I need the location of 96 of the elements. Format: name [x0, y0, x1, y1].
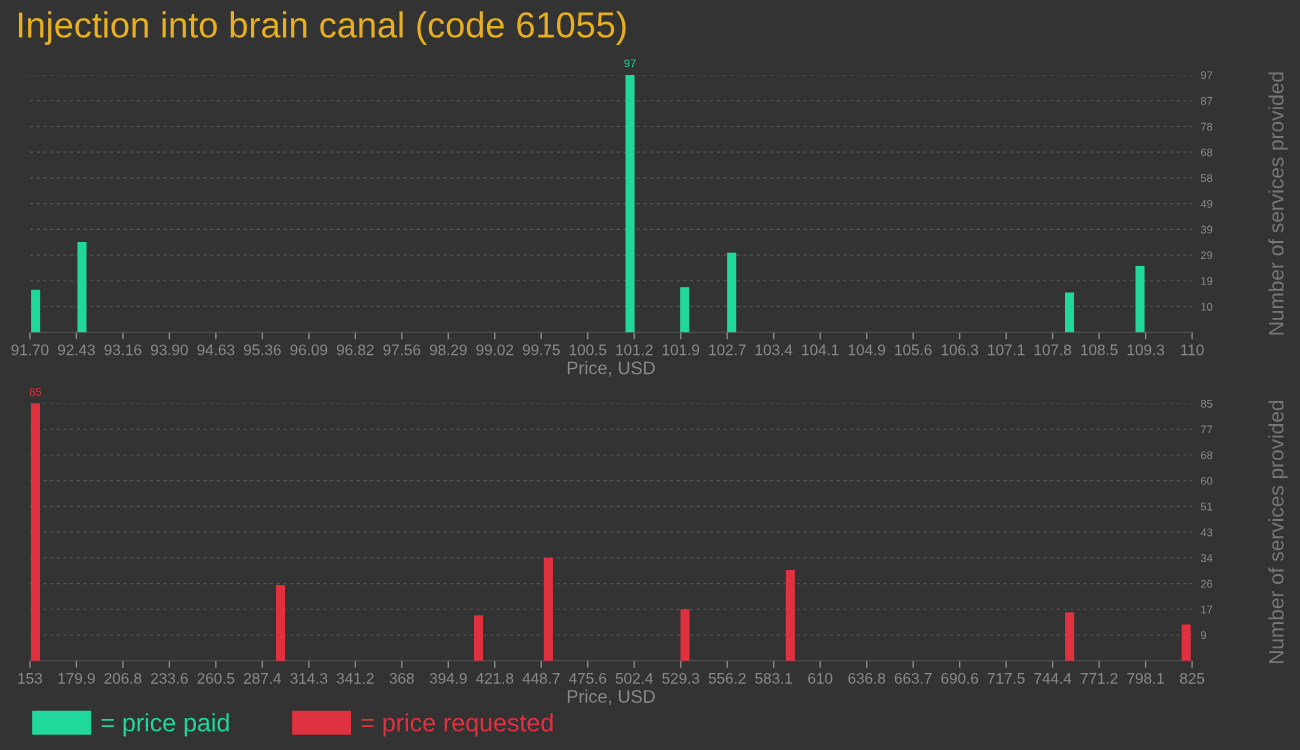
y-tick-label: 17: [1201, 605, 1213, 614]
x-tick-label: 102.7: [709, 344, 746, 356]
x-tick-label: 105.6: [895, 344, 932, 356]
y-tick-label: 51: [1200, 502, 1213, 511]
bar: [680, 287, 690, 333]
x-tick-label: 99.75: [522, 344, 560, 356]
x-tick-label: 95.36: [243, 344, 281, 356]
bar: [77, 242, 87, 333]
y-tick-label: 34: [1200, 554, 1213, 562]
y-tick-label: 97: [1200, 71, 1213, 80]
x-tick-label: 341.2: [336, 672, 374, 684]
x-tick-label: 475.6: [568, 672, 607, 684]
x-tick-label: 206.8: [104, 672, 142, 684]
x-tick-label: 94.63: [197, 344, 235, 356]
bar: [473, 615, 484, 661]
y-tick-label: 49: [1200, 199, 1213, 208]
x-tick-label: 101.2: [616, 344, 653, 356]
x-tick-label: 394.9: [429, 672, 467, 684]
bar: [30, 403, 40, 661]
bar: [275, 585, 286, 661]
x-tick-label: 109.3: [1127, 344, 1165, 356]
x-tick-label: 153: [18, 672, 42, 684]
x-tick-label: 798.1: [1127, 672, 1164, 684]
chart-title: Injection into brain canal (code 61055): [18, 11, 626, 45]
bar: [727, 252, 737, 333]
x-tick-label: 96.09: [290, 344, 328, 356]
y-tick-label: 26: [1200, 579, 1213, 588]
y-tick-label: 43: [1200, 528, 1213, 537]
x-tick-label: 717.5: [987, 673, 1025, 684]
x-tick-label: 99.02: [476, 344, 514, 356]
x-tick-label: 663.7: [894, 672, 932, 684]
data-label: 97: [624, 59, 636, 68]
bar: [1065, 612, 1075, 661]
y-tick-label: 78: [1201, 122, 1213, 131]
x-tick-label: 368: [389, 672, 414, 684]
bar: [543, 557, 553, 661]
x-tick-label: 529.3: [662, 672, 700, 684]
x-tick-label: 107.8: [1034, 344, 1072, 356]
x-tick-label: 91.70: [11, 344, 49, 356]
x-tick-label: 93.90: [150, 344, 188, 356]
x-tick-label: 502.4: [615, 672, 653, 684]
x-tick-label: 103.4: [755, 344, 793, 356]
y-tick-label: 87: [1200, 96, 1213, 105]
bar: [31, 289, 41, 333]
x-tick-label: 104.1: [802, 344, 839, 356]
legend-label: = price requested: [361, 713, 553, 737]
x-tick-label: 556.2: [708, 672, 746, 684]
y-tick-label: 39: [1200, 225, 1213, 234]
y-tick-label: 77: [1201, 425, 1213, 434]
x-tick-label: 771.2: [1080, 672, 1118, 684]
x-tick-label: 260.5: [197, 672, 235, 684]
x-tick-label: 448.7: [522, 672, 560, 684]
bar: [785, 569, 795, 661]
x-tick-label: 636.8: [848, 672, 886, 684]
bar: [1181, 624, 1191, 661]
x-tick-label: 106.3: [941, 344, 979, 356]
x-tick-label: 98.29: [429, 344, 467, 356]
x-tick-label: 101.9: [662, 344, 700, 356]
x-tick-label: 100.5: [569, 344, 607, 356]
x-tick-label: 690.6: [941, 672, 979, 684]
x-tick-label: 107.1: [988, 344, 1025, 356]
y-tick-label: 19: [1201, 277, 1213, 285]
y-tick-label: 10: [1201, 302, 1213, 311]
bar: [680, 609, 690, 661]
legend-label: = price paid: [101, 713, 229, 737]
x-tick-label: 825: [1180, 672, 1205, 684]
y-axis-title: Number of services provided: [1268, 72, 1288, 335]
bar: [1135, 265, 1145, 333]
x-tick-label: 104.9: [848, 344, 886, 356]
x-tick-label: 610: [808, 672, 833, 684]
x-axis-title: Price, USD: [567, 689, 655, 705]
x-tick-label: 233.6: [151, 672, 188, 684]
y-tick-label: 68: [1201, 451, 1213, 460]
y-tick-label: 9: [1200, 631, 1207, 640]
x-tick-label: 287.4: [243, 672, 282, 684]
y-tick-label: 29: [1200, 251, 1213, 260]
x-axis-title: Price, USD: [567, 361, 655, 377]
y-tick-label: 60: [1201, 476, 1213, 485]
y-axis-title: Number of services provided: [1268, 400, 1288, 663]
x-tick-label: 110: [1181, 344, 1204, 356]
x-tick-label: 96.82: [336, 344, 374, 356]
y-tick-label: 68: [1201, 148, 1213, 157]
x-tick-label: 97.56: [383, 344, 421, 356]
x-tick-label: 92.43: [57, 344, 95, 356]
y-tick-label: 58: [1200, 174, 1213, 183]
bar: [625, 75, 635, 333]
y-tick-label: 85: [1200, 399, 1213, 408]
x-tick-label: 179.9: [58, 672, 95, 684]
x-tick-label: 93.16: [104, 344, 142, 356]
x-tick-label: 421.8: [476, 672, 514, 684]
bar: [1065, 292, 1075, 333]
x-tick-label: 314.3: [290, 672, 328, 684]
x-tick-label: 583.1: [755, 672, 793, 684]
x-tick-label: 108.5: [1081, 344, 1118, 356]
x-tick-label: 744.4: [1034, 673, 1072, 684]
data-label: 85: [29, 387, 42, 396]
